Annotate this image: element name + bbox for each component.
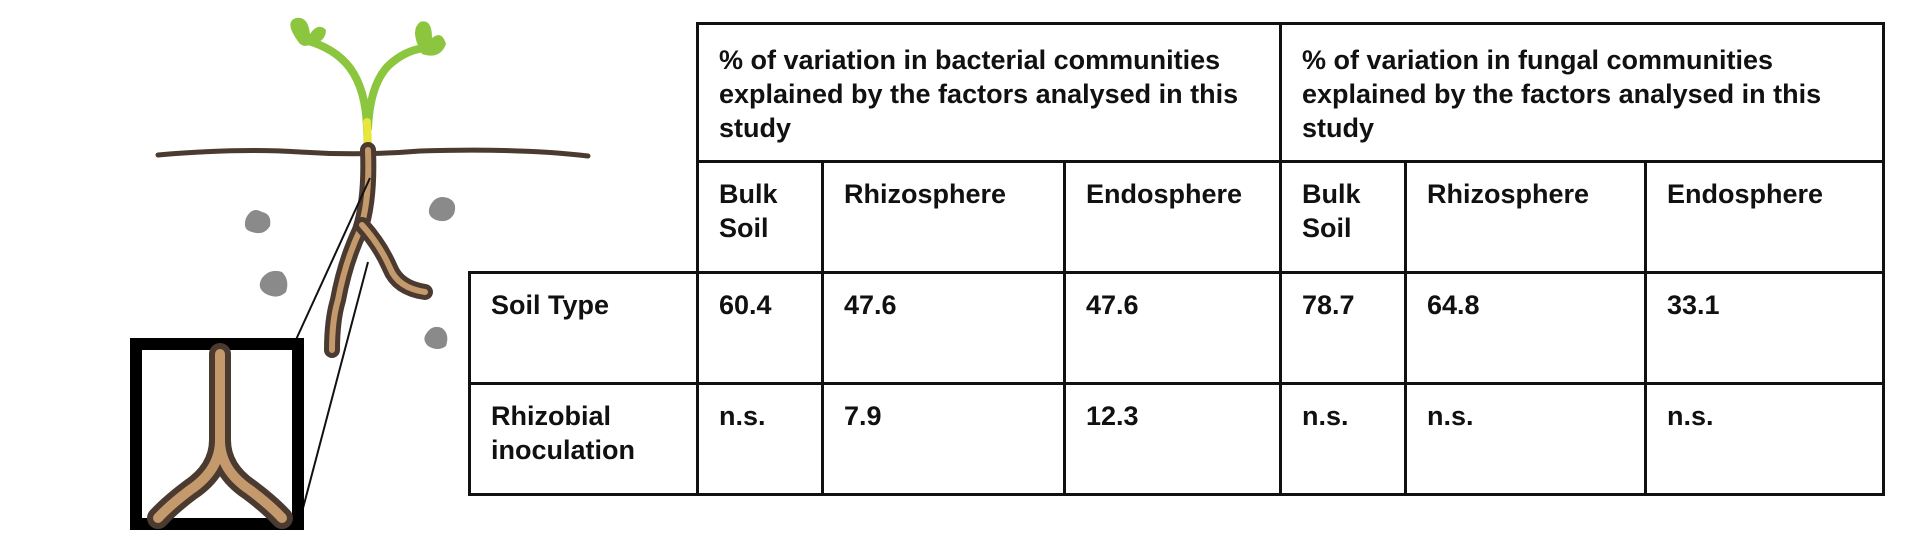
soil-particle-icon — [259, 270, 288, 297]
soil-particle-icon — [244, 210, 271, 234]
fungal-header: % of variation in fungal communities exp… — [1279, 22, 1885, 163]
table-cell: 12.3 — [1063, 382, 1282, 496]
soil-particle-icon — [428, 197, 456, 222]
root-zoom-icon — [130, 338, 304, 530]
table-cell: n.s. — [1279, 382, 1407, 496]
root-icon — [324, 142, 433, 358]
soil-particle-icon — [424, 326, 448, 349]
table-cell: 7.9 — [821, 382, 1066, 496]
subheader-endosphere-fungal: Endosphere — [1644, 160, 1885, 274]
row-label-soil-type: Soil Type — [468, 271, 699, 385]
subheader-bulk-soil-fungal: Bulk Soil — [1279, 160, 1407, 274]
table-cell: 33.1 — [1644, 271, 1885, 385]
table-cell: 47.6 — [1063, 271, 1282, 385]
subheader-rhizosphere-bacterial: Rhizosphere — [821, 160, 1066, 274]
table-cell: 78.7 — [1279, 271, 1407, 385]
plant-root-illustration — [130, 17, 591, 530]
subheader-endosphere-bacterial: Endosphere — [1063, 160, 1282, 274]
subheader-rhizosphere-fungal: Rhizosphere — [1404, 160, 1647, 274]
table-cell: n.s. — [1404, 382, 1647, 496]
table-cell: n.s. — [696, 382, 824, 496]
subheader-bulk-soil-bacterial: Bulk Soil — [696, 160, 824, 274]
table-cell: 64.8 — [1404, 271, 1647, 385]
bacterial-header: % of variation in bacterial communities … — [696, 22, 1282, 163]
table-cell: 60.4 — [696, 271, 824, 385]
seedling-icon — [290, 17, 446, 154]
table-cell: 47.6 — [821, 271, 1066, 385]
row-label-rhizobial-inoculation: Rhizobial inoculation — [468, 382, 699, 496]
table-cell: n.s. — [1644, 382, 1885, 496]
